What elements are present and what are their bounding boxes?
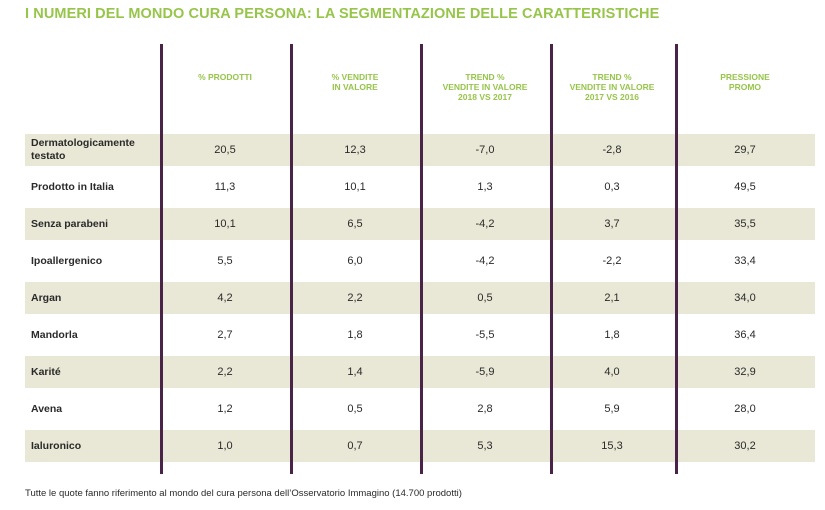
table-cell: 2,7 <box>217 329 233 341</box>
table-cell: 33,4 <box>734 255 756 267</box>
column-divider <box>550 44 553 474</box>
row-label: Ialuronico <box>31 439 82 452</box>
row-label: Argan <box>31 291 62 304</box>
table-cell: 32,9 <box>734 366 756 378</box>
row-label: Dermatologicamente testato <box>31 137 135 162</box>
column-divider <box>290 44 293 474</box>
table-cell: 1,8 <box>604 329 620 341</box>
table-cell: -4,2 <box>475 255 495 267</box>
table-cell: 2,2 <box>347 292 363 304</box>
table-cell: -2,2 <box>602 255 622 267</box>
table-cell: 3,7 <box>604 218 620 230</box>
column-divider <box>160 44 163 474</box>
table-cell: 10,1 <box>344 181 366 193</box>
table-cell: 4,2 <box>217 292 233 304</box>
column-divider <box>420 44 423 474</box>
table-cell: 0,3 <box>604 181 620 193</box>
table-cell: 30,2 <box>734 440 756 452</box>
row-label: Karité <box>31 365 61 378</box>
table-cell: 35,5 <box>734 218 756 230</box>
column-header: % VENDITE IN VALORE <box>331 72 379 92</box>
row-label: Mandorla <box>31 328 78 341</box>
table-cell: -7,0 <box>475 144 495 156</box>
table-cell: 4,0 <box>604 366 620 378</box>
table-cell: -2,8 <box>602 144 622 156</box>
table-cell: 15,3 <box>601 440 623 452</box>
table-cell: 5,9 <box>604 403 620 415</box>
row-label: Ipoallergenico <box>31 254 103 267</box>
table-cell: -5,9 <box>475 366 495 378</box>
row-label: Senza parabeni <box>31 217 109 230</box>
table-cell: 2,8 <box>477 403 493 415</box>
table-cell: 1,3 <box>477 181 493 193</box>
table-cell: 11,3 <box>214 181 236 193</box>
table-cell: 5,5 <box>217 255 233 267</box>
table-cell: 29,7 <box>734 144 756 156</box>
table-cell: 34,0 <box>734 292 756 304</box>
table-cell: 28,0 <box>734 403 756 415</box>
table-cell: 2,1 <box>604 292 620 304</box>
column-header: TREND % VENDITE IN VALORE 2017 VS 2016 <box>569 72 655 102</box>
table-cell: 49,5 <box>734 181 756 193</box>
table-cell: 1,0 <box>217 440 233 452</box>
table-cell: 1,4 <box>347 366 363 378</box>
table-cell: 20,5 <box>214 144 236 156</box>
table-cell: 6,5 <box>347 218 363 230</box>
table-cell: 0,5 <box>477 292 493 304</box>
table-cell: 1,2 <box>217 403 233 415</box>
table-cell: 0,5 <box>347 403 363 415</box>
row-label: Prodotto in Italia <box>31 180 114 193</box>
table-cell: 12,3 <box>344 144 366 156</box>
segmentation-table: % PRODOTTI % VENDITE IN VALORE TREND % VEN… <box>25 44 815 474</box>
table-cell: 36,4 <box>734 329 756 341</box>
table-cell: -4,2 <box>475 218 495 230</box>
footnote: Tutte le quote fanno riferimento al mond… <box>25 488 462 499</box>
column-header: TREND % VENDITE IN VALORE 2018 VS 2017 <box>442 72 528 102</box>
column-header: % PRODOTTI <box>198 72 252 82</box>
page-title: I NUMERI DEL MONDO CURA PERSONA: LA SEGM… <box>25 6 660 22</box>
row-label: Avena <box>31 402 63 415</box>
table-cell: 0,7 <box>347 440 363 452</box>
table-cell: -5,5 <box>475 329 495 341</box>
table-cell: 10,1 <box>214 218 236 230</box>
table-cell: 1,8 <box>347 329 363 341</box>
table-cell: 6,0 <box>347 255 363 267</box>
column-divider <box>675 44 678 474</box>
table-cell: 5,3 <box>477 440 493 452</box>
table-cell: 2,2 <box>217 366 233 378</box>
column-header: PRESSIONE PROMO <box>720 72 770 92</box>
